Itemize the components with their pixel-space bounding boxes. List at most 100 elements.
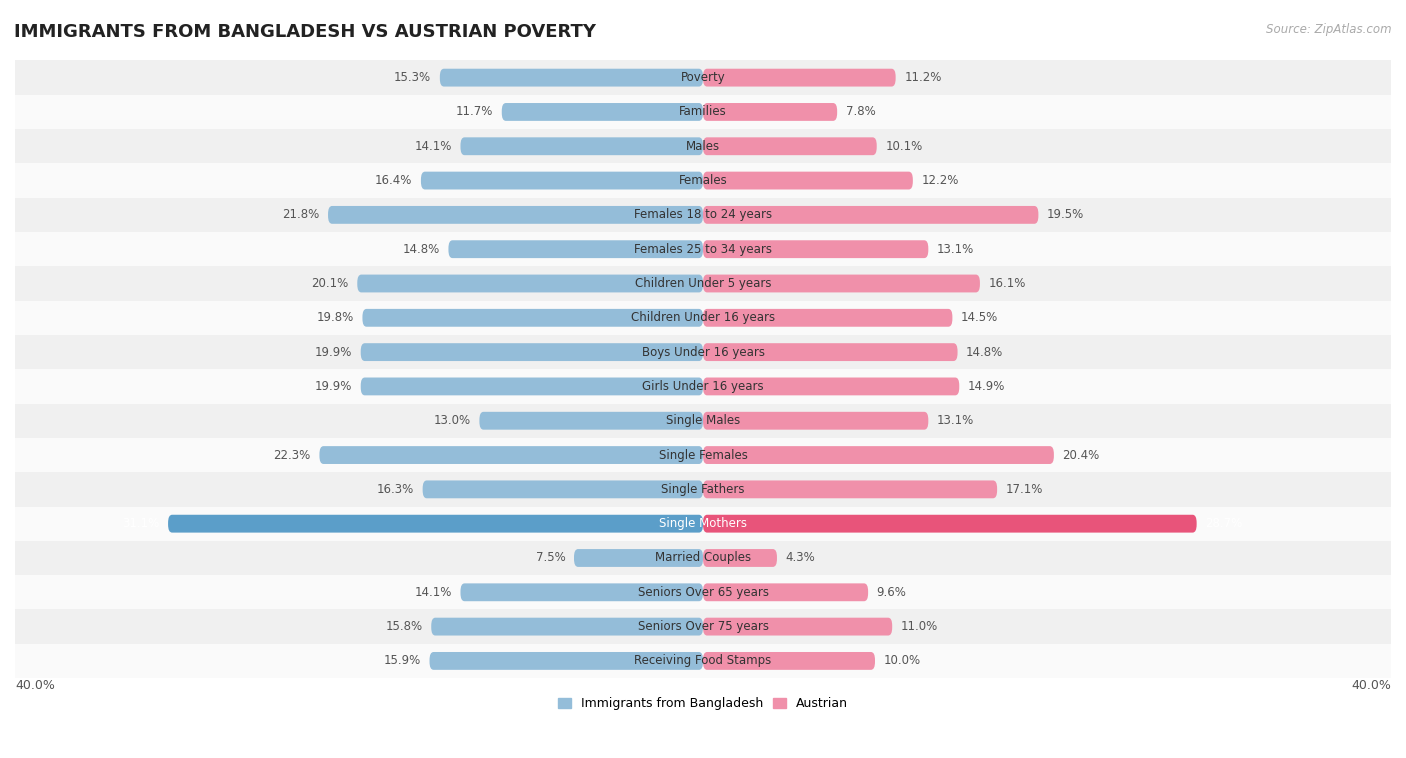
Text: 15.9%: 15.9% (384, 654, 420, 667)
Bar (15, 472, 1391, 506)
FancyBboxPatch shape (479, 412, 703, 430)
FancyBboxPatch shape (703, 549, 778, 567)
Text: 16.3%: 16.3% (377, 483, 413, 496)
Bar (15, 61, 1391, 95)
FancyBboxPatch shape (357, 274, 703, 293)
Text: 11.7%: 11.7% (456, 105, 494, 118)
Text: 16.1%: 16.1% (988, 277, 1026, 290)
Text: 17.1%: 17.1% (1005, 483, 1043, 496)
Text: 4.3%: 4.3% (786, 552, 815, 565)
Text: 14.1%: 14.1% (415, 586, 451, 599)
Bar (15, 266, 1391, 301)
FancyBboxPatch shape (319, 446, 703, 464)
FancyBboxPatch shape (361, 343, 703, 361)
FancyBboxPatch shape (703, 309, 952, 327)
FancyBboxPatch shape (703, 206, 1039, 224)
FancyBboxPatch shape (420, 171, 703, 190)
Bar (15, 644, 1391, 678)
Bar (15, 164, 1391, 198)
FancyBboxPatch shape (703, 240, 928, 258)
Text: 28.7%: 28.7% (1205, 517, 1243, 530)
FancyBboxPatch shape (502, 103, 703, 121)
Text: 7.5%: 7.5% (536, 552, 565, 565)
Text: Single Mothers: Single Mothers (659, 517, 747, 530)
Text: 40.0%: 40.0% (15, 678, 55, 692)
Text: Boys Under 16 years: Boys Under 16 years (641, 346, 765, 359)
Bar (15, 198, 1391, 232)
Text: 10.0%: 10.0% (883, 654, 921, 667)
FancyBboxPatch shape (361, 377, 703, 396)
Text: 13.1%: 13.1% (936, 414, 974, 428)
FancyBboxPatch shape (169, 515, 703, 533)
FancyBboxPatch shape (423, 481, 703, 498)
Bar (15, 369, 1391, 403)
FancyBboxPatch shape (461, 584, 703, 601)
Text: Females: Females (679, 174, 727, 187)
Bar (15, 609, 1391, 644)
Text: IMMIGRANTS FROM BANGLADESH VS AUSTRIAN POVERTY: IMMIGRANTS FROM BANGLADESH VS AUSTRIAN P… (14, 23, 596, 41)
Text: Married Couples: Married Couples (655, 552, 751, 565)
FancyBboxPatch shape (703, 481, 997, 498)
Text: 11.2%: 11.2% (904, 71, 942, 84)
FancyBboxPatch shape (703, 515, 1197, 533)
Text: Single Fathers: Single Fathers (661, 483, 745, 496)
Bar (15, 129, 1391, 164)
Text: 21.8%: 21.8% (283, 208, 319, 221)
Text: 40.0%: 40.0% (1351, 678, 1391, 692)
Text: Girls Under 16 years: Girls Under 16 years (643, 380, 763, 393)
FancyBboxPatch shape (703, 584, 868, 601)
FancyBboxPatch shape (703, 103, 837, 121)
FancyBboxPatch shape (703, 652, 875, 670)
Text: 19.5%: 19.5% (1047, 208, 1084, 221)
Bar (15, 540, 1391, 575)
Bar (15, 335, 1391, 369)
Text: Children Under 16 years: Children Under 16 years (631, 312, 775, 324)
Text: Single Males: Single Males (666, 414, 740, 428)
Text: 15.8%: 15.8% (385, 620, 423, 633)
FancyBboxPatch shape (574, 549, 703, 567)
FancyBboxPatch shape (703, 618, 893, 635)
Bar (15, 301, 1391, 335)
FancyBboxPatch shape (328, 206, 703, 224)
Text: Poverty: Poverty (681, 71, 725, 84)
FancyBboxPatch shape (703, 377, 959, 396)
FancyBboxPatch shape (440, 69, 703, 86)
Text: 12.2%: 12.2% (921, 174, 959, 187)
Text: 16.4%: 16.4% (375, 174, 412, 187)
Bar (15, 403, 1391, 438)
Text: 19.9%: 19.9% (315, 346, 352, 359)
Text: Source: ZipAtlas.com: Source: ZipAtlas.com (1267, 23, 1392, 36)
Text: 14.5%: 14.5% (960, 312, 998, 324)
Text: 15.3%: 15.3% (394, 71, 432, 84)
FancyBboxPatch shape (363, 309, 703, 327)
Text: 14.9%: 14.9% (967, 380, 1005, 393)
FancyBboxPatch shape (429, 652, 703, 670)
Text: 10.1%: 10.1% (886, 139, 922, 153)
Text: Females 25 to 34 years: Females 25 to 34 years (634, 243, 772, 255)
Text: 19.9%: 19.9% (315, 380, 352, 393)
Text: 20.4%: 20.4% (1063, 449, 1099, 462)
Text: 14.8%: 14.8% (402, 243, 440, 255)
Text: 22.3%: 22.3% (274, 449, 311, 462)
Bar (15, 506, 1391, 540)
FancyBboxPatch shape (432, 618, 703, 635)
FancyBboxPatch shape (703, 69, 896, 86)
Text: 9.6%: 9.6% (877, 586, 907, 599)
Text: 31.1%: 31.1% (122, 517, 159, 530)
Text: Seniors Over 65 years: Seniors Over 65 years (637, 586, 769, 599)
Bar (15, 438, 1391, 472)
Text: Families: Families (679, 105, 727, 118)
Text: Children Under 5 years: Children Under 5 years (634, 277, 772, 290)
FancyBboxPatch shape (703, 446, 1054, 464)
Text: Receiving Food Stamps: Receiving Food Stamps (634, 654, 772, 667)
FancyBboxPatch shape (703, 137, 877, 155)
FancyBboxPatch shape (703, 412, 928, 430)
Legend: Immigrants from Bangladesh, Austrian: Immigrants from Bangladesh, Austrian (554, 692, 852, 715)
Text: Females 18 to 24 years: Females 18 to 24 years (634, 208, 772, 221)
Text: 19.8%: 19.8% (316, 312, 354, 324)
FancyBboxPatch shape (703, 274, 980, 293)
Bar (15, 232, 1391, 266)
Text: 14.1%: 14.1% (415, 139, 451, 153)
FancyBboxPatch shape (461, 137, 703, 155)
Text: Single Females: Single Females (658, 449, 748, 462)
